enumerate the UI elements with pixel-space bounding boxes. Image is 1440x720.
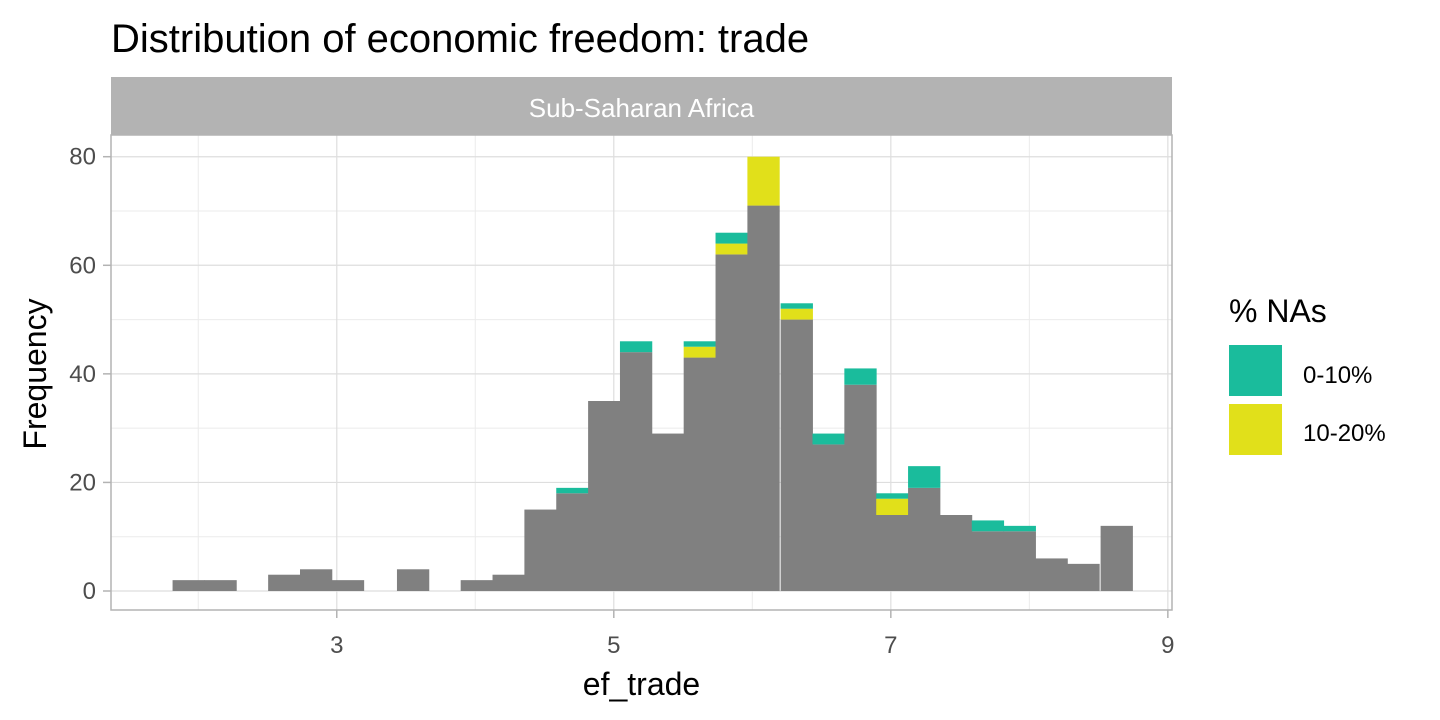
panel-border [110, 134, 1173, 611]
bar-segment-10-20 [747, 156, 780, 206]
bar-base [1100, 525, 1133, 591]
legend-swatch-0-10 [1229, 345, 1282, 396]
bar-base [780, 319, 813, 591]
bar-base [651, 433, 685, 591]
bar-base [204, 580, 237, 591]
bar-base [396, 569, 430, 591]
bar-base [556, 493, 589, 591]
bar-base [268, 574, 301, 591]
bar-base [939, 515, 973, 591]
x-tick-label: 3 [330, 632, 343, 659]
bar-base [331, 580, 365, 591]
bar-base [1067, 563, 1100, 591]
x-tick-label: 7 [884, 632, 897, 659]
bar-segment-0-10 [556, 487, 589, 494]
bar-segment-0-10 [715, 232, 748, 244]
x-tick-label: 9 [1161, 632, 1174, 659]
y-axis-title: Frequency [17, 298, 53, 449]
bar-base [299, 569, 333, 591]
bar-segment-0-10 [971, 520, 1005, 532]
bar-base [715, 254, 748, 591]
bar-base [1003, 531, 1036, 591]
bar-segment-10-20 [715, 243, 748, 255]
y-tick-label: 20 [69, 469, 96, 496]
facet-label: Sub-Saharan Africa [529, 93, 755, 123]
bar-base [747, 205, 780, 592]
facet-strip [111, 77, 1172, 135]
x-tick-label: 5 [607, 632, 620, 659]
bar-base [683, 357, 716, 591]
y-tick-label: 80 [69, 144, 96, 171]
bar-segment-0-10 [908, 466, 941, 488]
y-tick-label: 60 [69, 252, 96, 279]
bar-base [172, 580, 205, 591]
bar-base [460, 580, 493, 591]
bar-base [971, 531, 1005, 591]
bar-base [588, 401, 621, 591]
bar-base [908, 487, 941, 591]
axes: 3 5 7 9 0 20 40 60 80 [69, 134, 1175, 659]
chart-title: Distribution of economic freedom: trade [111, 17, 809, 61]
bar-segment-0-10 [876, 493, 909, 499]
bar-base [524, 509, 557, 591]
bar-segment-0-10 [844, 368, 877, 385]
bar-base [619, 352, 653, 591]
bar-base [812, 444, 845, 591]
legend-label-0-10: 0-10% [1303, 362, 1372, 389]
bar-base [1035, 558, 1068, 591]
y-tick-label: 0 [83, 578, 96, 605]
bar-segment-0-10 [1003, 525, 1036, 532]
bar-segment-10-20 [683, 346, 716, 358]
bar-base [492, 574, 525, 591]
bar-base [844, 384, 877, 591]
x-axis-title: ef_trade [583, 666, 700, 702]
histogram-bars [172, 156, 1133, 592]
bar-segment-0-10 [780, 303, 813, 309]
legend-title: % NAs [1229, 293, 1327, 329]
bar-segment-0-10 [683, 341, 716, 347]
bar-segment-10-20 [780, 308, 813, 320]
bar-segment-0-10 [619, 341, 653, 353]
legend-swatch-10-20 [1229, 404, 1282, 455]
bar-segment-0-10 [812, 433, 845, 445]
bar-segment-10-20 [876, 498, 909, 515]
legend: % NAs 0-10% 10-20% [1229, 293, 1386, 455]
y-tick-label: 40 [69, 361, 96, 388]
legend-label-10-20: 10-20% [1303, 420, 1386, 447]
bar-base [876, 515, 909, 591]
